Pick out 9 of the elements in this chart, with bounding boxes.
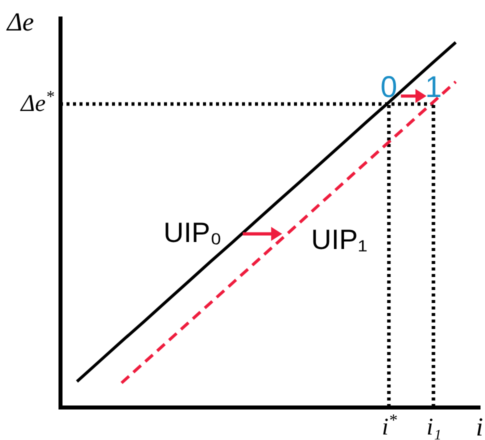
annotation: 1 (425, 71, 442, 104)
legend-label: UIP₁ (311, 224, 368, 255)
annotation: 0 (380, 71, 398, 104)
x-tick-label: i₁ (426, 414, 442, 440)
x-tick-label: i$^{*}$ (382, 410, 398, 440)
x-axis-title: i (476, 412, 484, 440)
y-axis-title: Δe (6, 8, 34, 36)
ref-line-label: Δe$^{*}$ (20, 86, 55, 118)
series-label: UIP₀ (163, 216, 222, 248)
